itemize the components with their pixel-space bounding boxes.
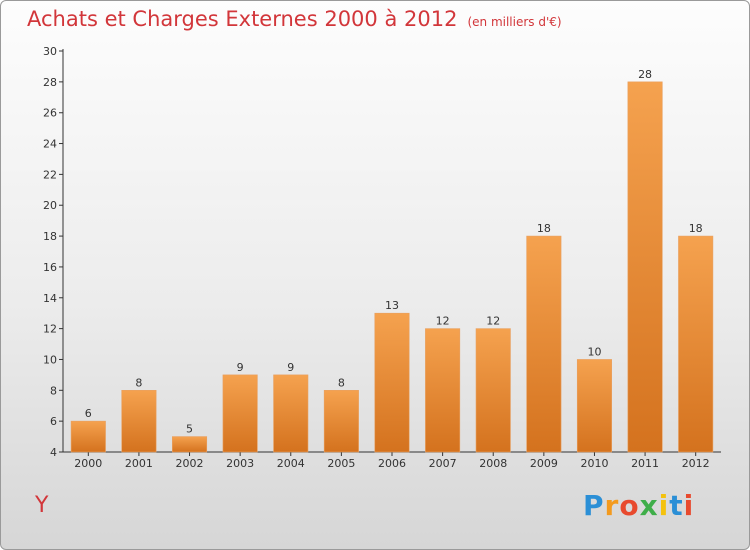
y-tick-label: 4 xyxy=(50,446,57,459)
y-tick-label: 8 xyxy=(50,384,57,397)
bar xyxy=(172,436,208,453)
chart-unit: (en milliers d'€) xyxy=(467,15,562,29)
y-tick-label: 26 xyxy=(43,107,57,120)
x-tick-label: 2002 xyxy=(176,457,204,470)
bar xyxy=(323,390,359,453)
logo-letter: o xyxy=(619,489,640,522)
chart-title: Achats et Charges Externes 2000 à 2012 (e… xyxy=(27,7,562,31)
bar-value-label: 12 xyxy=(486,315,500,328)
x-tick-label: 2012 xyxy=(682,457,710,470)
bar xyxy=(425,328,461,453)
x-tick-label: 2004 xyxy=(277,457,305,470)
x-tick-label: 2009 xyxy=(530,457,558,470)
bar xyxy=(222,374,258,453)
bar-value-label: 18 xyxy=(537,222,551,235)
logo-letter: x xyxy=(639,489,659,522)
bar xyxy=(576,359,612,453)
x-tick-label: 2006 xyxy=(378,457,406,470)
bar xyxy=(526,235,562,453)
bar xyxy=(678,235,714,453)
x-tick-label: 2000 xyxy=(74,457,102,470)
x-tick-label: 2008 xyxy=(479,457,507,470)
y-tick-label: 24 xyxy=(43,138,57,151)
logo-letter: P xyxy=(583,489,605,522)
y-tick-label: 16 xyxy=(43,261,57,274)
bar xyxy=(475,328,511,453)
y-tick-label: 18 xyxy=(43,230,57,243)
logo-letter: i xyxy=(658,489,670,522)
bar-value-label: 8 xyxy=(135,376,142,389)
bar-value-label: 9 xyxy=(287,361,294,374)
y-tick-label: 12 xyxy=(43,323,57,336)
logo-letter: t xyxy=(669,489,684,522)
bar-value-label: 18 xyxy=(689,222,703,235)
bar xyxy=(374,312,410,453)
x-tick-label: 2007 xyxy=(429,457,457,470)
logo-letter: i xyxy=(683,489,695,522)
x-tick-label: 2003 xyxy=(226,457,254,470)
bar xyxy=(273,374,309,453)
y-tick-label: 20 xyxy=(43,199,57,212)
y-tick-label: 14 xyxy=(43,292,57,305)
x-tick-label: 2005 xyxy=(327,457,355,470)
y-tick-label: 30 xyxy=(43,45,57,58)
y-tick-label: 28 xyxy=(43,76,57,89)
logo-letter: r xyxy=(604,489,620,522)
y-tick-label: 10 xyxy=(43,353,57,366)
bars: 6 8 5 9 9 8 13 12 12 18 10 28 18 xyxy=(70,68,714,453)
axes: 4 6 8 10 12 14 16 18 20 22 24 26 28 30 2000 2001 2002 200… xyxy=(43,45,721,470)
bar xyxy=(70,420,106,453)
bar xyxy=(627,81,663,453)
bar-value-label: 5 xyxy=(186,423,193,436)
bar-value-label: 13 xyxy=(385,299,399,312)
commune-name: Y xyxy=(35,493,49,518)
bar-value-label: 6 xyxy=(85,407,92,420)
bar-value-label: 28 xyxy=(638,68,652,81)
x-tick-label: 2011 xyxy=(631,457,659,470)
chart-title-text: Achats et Charges Externes 2000 à 2012 xyxy=(27,7,458,31)
bar-value-label: 12 xyxy=(436,315,450,328)
bar-value-label: 10 xyxy=(587,345,601,358)
y-tick-label: 22 xyxy=(43,168,57,181)
bar xyxy=(121,390,157,453)
bar-value-label: 9 xyxy=(237,361,244,374)
proxiti-logo: Proxiti xyxy=(583,489,694,522)
y-tick-label: 6 xyxy=(50,415,57,428)
x-tick-label: 2010 xyxy=(580,457,608,470)
bar-value-label: 8 xyxy=(338,376,345,389)
x-tick-label: 2001 xyxy=(125,457,153,470)
